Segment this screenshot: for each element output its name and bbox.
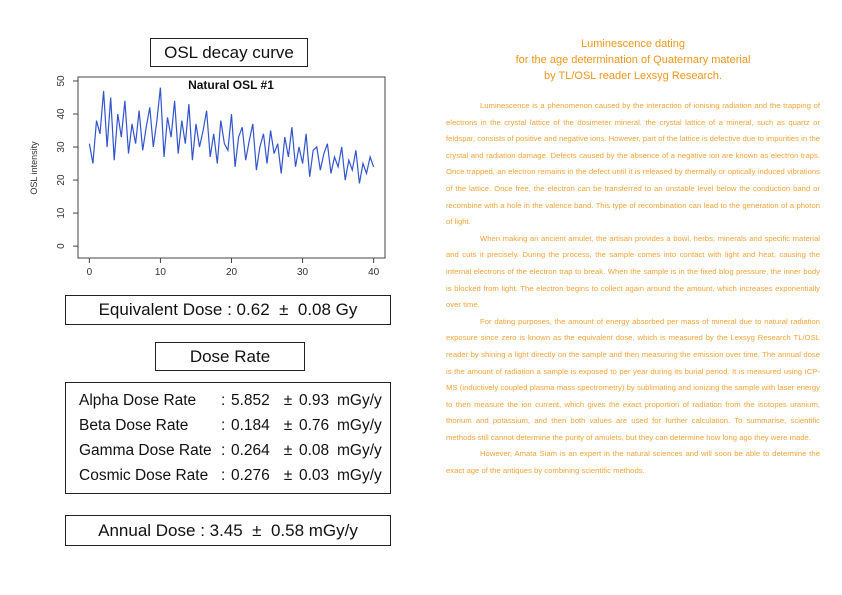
chart-title: Natural OSL #1 [188, 78, 274, 92]
curve-title: OSL decay curve [150, 38, 308, 67]
dose-rate-error: 0.93 [299, 391, 330, 409]
dose-rate-label: Beta Dose Rate [79, 416, 189, 434]
annual-dose: Annual Dose : 3.45 ± 0.58 mGy/y [65, 515, 391, 546]
paragraph: Luminescence is a phenomenon caused by t… [446, 101, 820, 227]
chart: Natural OSL #1 OSL intensity 0 10 20 30 40 50… [29, 75, 386, 278]
dose-rate-sep: : [221, 441, 226, 459]
dose-rate-label: Alpha Dose Rate [79, 391, 197, 409]
dose-rate-unit: mGy/y [337, 441, 382, 459]
x-tick-label: 10 [155, 267, 167, 278]
x-tick-label: 0 [87, 267, 93, 278]
dose-rate-value: 0.276 [231, 466, 270, 484]
dose-rate-pm: ± [283, 441, 293, 459]
dose-rate-unit: mGy/y [337, 391, 382, 409]
article: Luminescence dating for the age determina… [446, 36, 820, 480]
y-tick-label: 10 [56, 207, 67, 219]
y-tick-label: 40 [56, 108, 67, 120]
dose-rate-label: Cosmic Dose Rate [79, 466, 209, 484]
dose-rate-error: 0.08 [299, 441, 330, 459]
y-axis-label: OSL intensity [29, 141, 39, 195]
dose-rate-sep: : [221, 466, 226, 484]
dose-rate-title: Dose Rate [155, 342, 305, 371]
dose-rate-pm: ± [283, 391, 293, 409]
dose-rate-row: Alpha Dose Rate:5.852 ±0.93 mGy/y [79, 388, 390, 413]
y-tick-label: 0 [56, 243, 67, 249]
equivalent-dose: Equivalent Dose : 0.62 ± 0.08 Gy [65, 295, 391, 325]
dose-rate-error: 0.76 [299, 416, 330, 434]
dose-rate-sep: : [221, 416, 226, 434]
dose-rate-value: 5.852 [231, 391, 270, 409]
y-tick-label: 50 [56, 75, 67, 87]
x-tick-label: 30 [297, 267, 309, 278]
dose-rate-table: Alpha Dose Rate:5.852 ±0.93 mGy/y Beta Dose… [65, 382, 391, 494]
title-line: for the age determination of Quaternary … [515, 54, 751, 66]
dose-rate-row: Cosmic Dose Rate:0.276 ±0.03 mGy/y [79, 463, 390, 488]
dose-rate-unit: mGy/y [337, 466, 382, 484]
x-tick-label: 20 [226, 267, 238, 278]
dose-rate-unit: mGy/y [337, 416, 382, 434]
dose-rate-value: 0.184 [231, 416, 270, 434]
y-tick-label: 20 [56, 174, 67, 186]
paragraph: When making an ancient amulet, the artis… [446, 233, 820, 310]
y-tick-label: 30 [56, 141, 67, 153]
dose-rate-pm: ± [283, 466, 293, 484]
article-title: Luminescence dating for the age determina… [446, 36, 820, 84]
paragraph: For dating purposes, the amount of energ… [446, 316, 820, 442]
paragraph: However, Amata Siam is an expert in the … [446, 449, 820, 476]
dose-rate-row: Gamma Dose Rate:0.264 ±0.08 mGy/y [79, 438, 390, 463]
x-tick-label: 40 [368, 267, 380, 278]
dose-rate-sep: : [221, 391, 226, 409]
dose-rate-row: Beta Dose Rate:0.184 ±0.76 mGy/y [79, 413, 390, 438]
dose-rate-error: 0.03 [299, 466, 330, 484]
title-line: Luminescence dating [581, 38, 685, 50]
dose-rate-pm: ± [283, 416, 293, 434]
data-line [88, 87, 375, 184]
article-body: Luminescence is a phenomenon caused by t… [446, 98, 820, 480]
dose-rate-label: Gamma Dose Rate [79, 441, 212, 459]
title-line: by TL/OSL reader Lexsyg Research. [544, 70, 722, 82]
dose-rate-value: 0.264 [231, 441, 270, 459]
